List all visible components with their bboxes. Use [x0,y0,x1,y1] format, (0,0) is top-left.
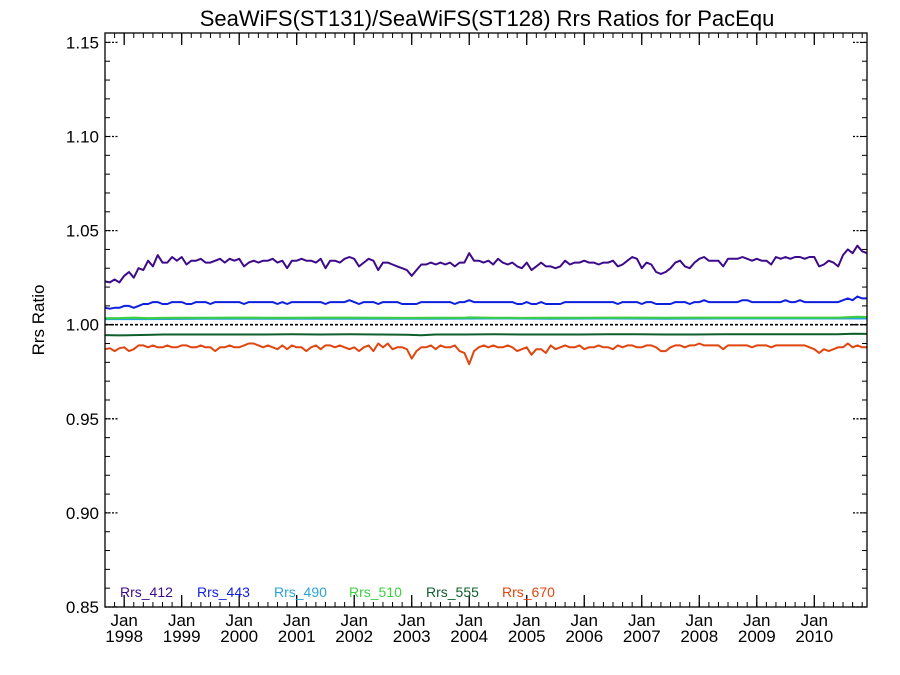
chart-title: SeaWiFS(ST131)/SeaWiFS(ST128) Rrs Ratios… [200,6,775,31]
x-tick-year: 2006 [565,627,603,646]
x-tick-month: Jan [571,611,598,630]
x-tick-year: 2004 [450,627,488,646]
x-tick-year: 2005 [508,627,546,646]
x-tick-year: 2003 [393,627,431,646]
x-tick-month: Jan [743,611,770,630]
x-tick-month: Jan [801,611,828,630]
legend-item-rrs-490: Rrs_490 [274,584,327,600]
y-tick-label: 1.15 [66,33,99,52]
series-line-rrs-412 [104,244,868,284]
x-axis: Jan1998Jan1999Jan2000Jan2001Jan2002Jan20… [104,33,863,646]
x-tick-month: Jan [110,611,137,630]
x-tick-month: Jan [283,611,310,630]
legend-item-rrs-443: Rrs_443 [197,584,250,600]
x-tick-month: Jan [398,611,425,630]
series-line-rrs-670 [104,342,867,366]
x-tick-year: 2000 [220,627,258,646]
y-tick-label: 0.85 [66,598,99,617]
legend-item-rrs-510: Rrs_510 [349,584,402,600]
y-axis-label: Rrs Ratio [29,285,48,356]
x-tick-month: Jan [686,611,713,630]
y-tick-label: 1.10 [66,128,99,147]
legend-item-rrs-412: Rrs_412 [120,584,173,600]
y-tick-label: 1.00 [66,316,99,335]
x-tick-month: Jan [225,611,252,630]
series-line-rrs-510 [105,315,868,320]
legend: Rrs_412 Rrs_443 Rrs_490 Rrs_510 Rrs_555 Rrs_6… [120,584,555,600]
x-tick-year: 2009 [738,627,776,646]
series-line-rrs-443 [104,295,867,310]
plot-area [104,244,868,366]
x-tick-year: 2008 [680,627,718,646]
series-line-rrs-555 [104,332,868,337]
y-tick-label: 0.95 [66,410,99,429]
x-tick-year: 2007 [623,627,661,646]
x-tick-year: 1998 [105,627,143,646]
y-tick-label: 1.05 [66,222,99,241]
legend-item-rrs-555: Rrs_555 [426,584,479,600]
x-tick-year: 2010 [795,627,833,646]
x-tick-year: 2002 [335,627,373,646]
x-tick-month: Jan [340,611,367,630]
x-tick-year: 1999 [163,627,201,646]
x-tick-year: 2001 [278,627,316,646]
x-tick-month: Jan [168,611,195,630]
x-tick-month: Jan [513,611,540,630]
y-axis: 0.85 0.90 0.95 1.00 1.05 1.10 1.15 [66,33,867,617]
plot-frame [104,32,868,608]
x-tick-month: Jan [456,611,483,630]
legend-item-rrs-670: Rrs_670 [502,584,555,600]
x-tick-month: Jan [628,611,655,630]
y-tick-label: 0.90 [66,504,99,523]
